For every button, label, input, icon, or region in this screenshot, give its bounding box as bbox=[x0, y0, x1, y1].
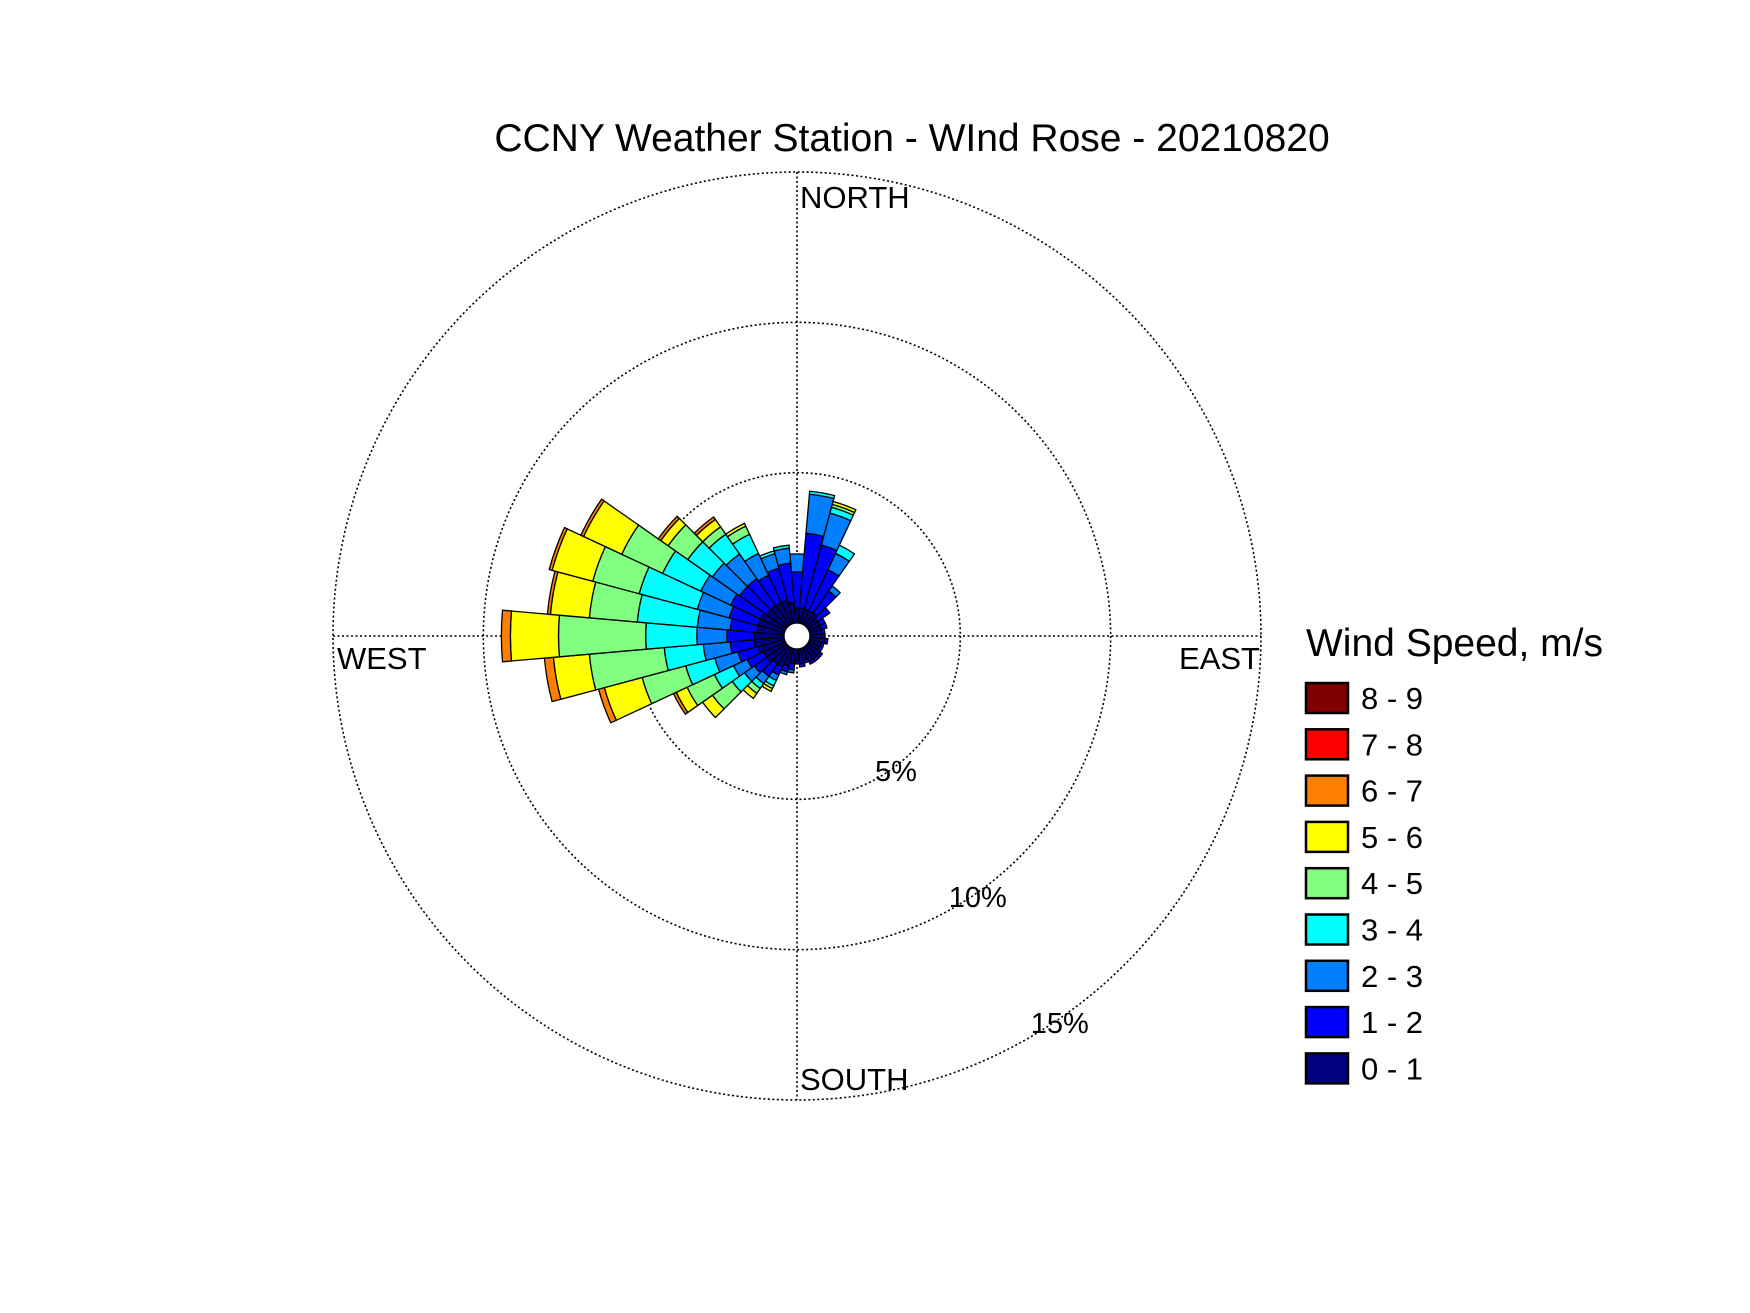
direction-label-east: EAST bbox=[1179, 641, 1260, 676]
wedge-dir320-speed-6-7 bbox=[693, 516, 717, 537]
ring-label-1: 5% bbox=[875, 756, 917, 788]
legend-swatch-6-7 bbox=[1304, 774, 1350, 807]
wedge-dir330-speed-5-6 bbox=[724, 522, 747, 538]
legend-swatch-1-2 bbox=[1304, 1005, 1350, 1039]
wedge-dir170-speed-1-2 bbox=[798, 662, 806, 668]
wedge-dir290-speed-6-7 bbox=[548, 526, 569, 572]
legend-label-3-4: 3 - 4 bbox=[1361, 913, 1423, 948]
wedge-dir300-speed-6-7 bbox=[579, 498, 606, 538]
wedge-dir20-speed-5-6 bbox=[831, 500, 857, 514]
legend-label-0-1: 0 - 1 bbox=[1361, 1051, 1423, 1086]
legend-swatch-4-5 bbox=[1304, 866, 1350, 900]
legend-label-8-9: 8 - 9 bbox=[1361, 681, 1423, 716]
ring-labels: 5% 10% 15% bbox=[875, 756, 1089, 1040]
legend-label-2-3: 2 - 3 bbox=[1361, 959, 1423, 994]
direction-label-north: NORTH bbox=[800, 180, 910, 215]
wedge-dir50-speed-1-2 bbox=[813, 606, 831, 623]
wedge-dir270-speed-5-6 bbox=[509, 610, 561, 662]
center-circle bbox=[783, 622, 811, 650]
wind-rose-wedges bbox=[500, 490, 857, 724]
direction-label-west: WEST bbox=[337, 641, 427, 676]
legend-swatch-5-6 bbox=[1304, 820, 1350, 854]
wedge-dir0-speed-2-3 bbox=[789, 553, 805, 573]
legend: Wind Speed, m/s 8 - 9 7 - 8 6 - 7 5 - 6 4 - … bbox=[1304, 622, 1603, 1086]
chart-title: CCNY Weather Station - WInd Rose - 20210… bbox=[494, 117, 1329, 160]
legend-swatch-2-3 bbox=[1304, 959, 1350, 993]
wedge-dir70-speed-1-2 bbox=[818, 622, 828, 631]
legend-label-6-7: 6 - 7 bbox=[1361, 774, 1423, 809]
wedge-dir30-speed-3-4 bbox=[834, 544, 856, 563]
legend-swatch-0-1 bbox=[1304, 1052, 1350, 1085]
legend-swatch-8-9 bbox=[1304, 681, 1350, 715]
wedge-dir350-speed-3-4 bbox=[772, 544, 791, 552]
legend-label-7-8: 7 - 8 bbox=[1361, 727, 1423, 762]
legend-title: Wind Speed, m/s bbox=[1306, 622, 1603, 665]
center-hole bbox=[783, 622, 811, 650]
wedge-dir10-speed-3-4 bbox=[808, 490, 836, 500]
legend-swatch-7-8 bbox=[1304, 728, 1350, 761]
legend-label-4-5: 4 - 5 bbox=[1361, 866, 1423, 901]
legend-swatch-3-4 bbox=[1304, 913, 1350, 946]
wedge-dir270-speed-6-7 bbox=[500, 609, 513, 663]
legend-label-5-6: 5 - 6 bbox=[1361, 820, 1423, 855]
wedge-dir310-speed-6-7 bbox=[657, 515, 681, 542]
wedge-dir150-speed-1-2 bbox=[807, 658, 816, 665]
ring-label-3: 15% bbox=[1031, 1008, 1089, 1040]
direction-label-south: SOUTH bbox=[800, 1062, 909, 1097]
wedge-dir40-speed-2-3 bbox=[827, 585, 842, 598]
legend-label-1-2: 1 - 2 bbox=[1361, 1005, 1423, 1040]
wedge-dir100-speed-1-2 bbox=[823, 637, 829, 645]
ring-label-2: 10% bbox=[949, 882, 1007, 914]
